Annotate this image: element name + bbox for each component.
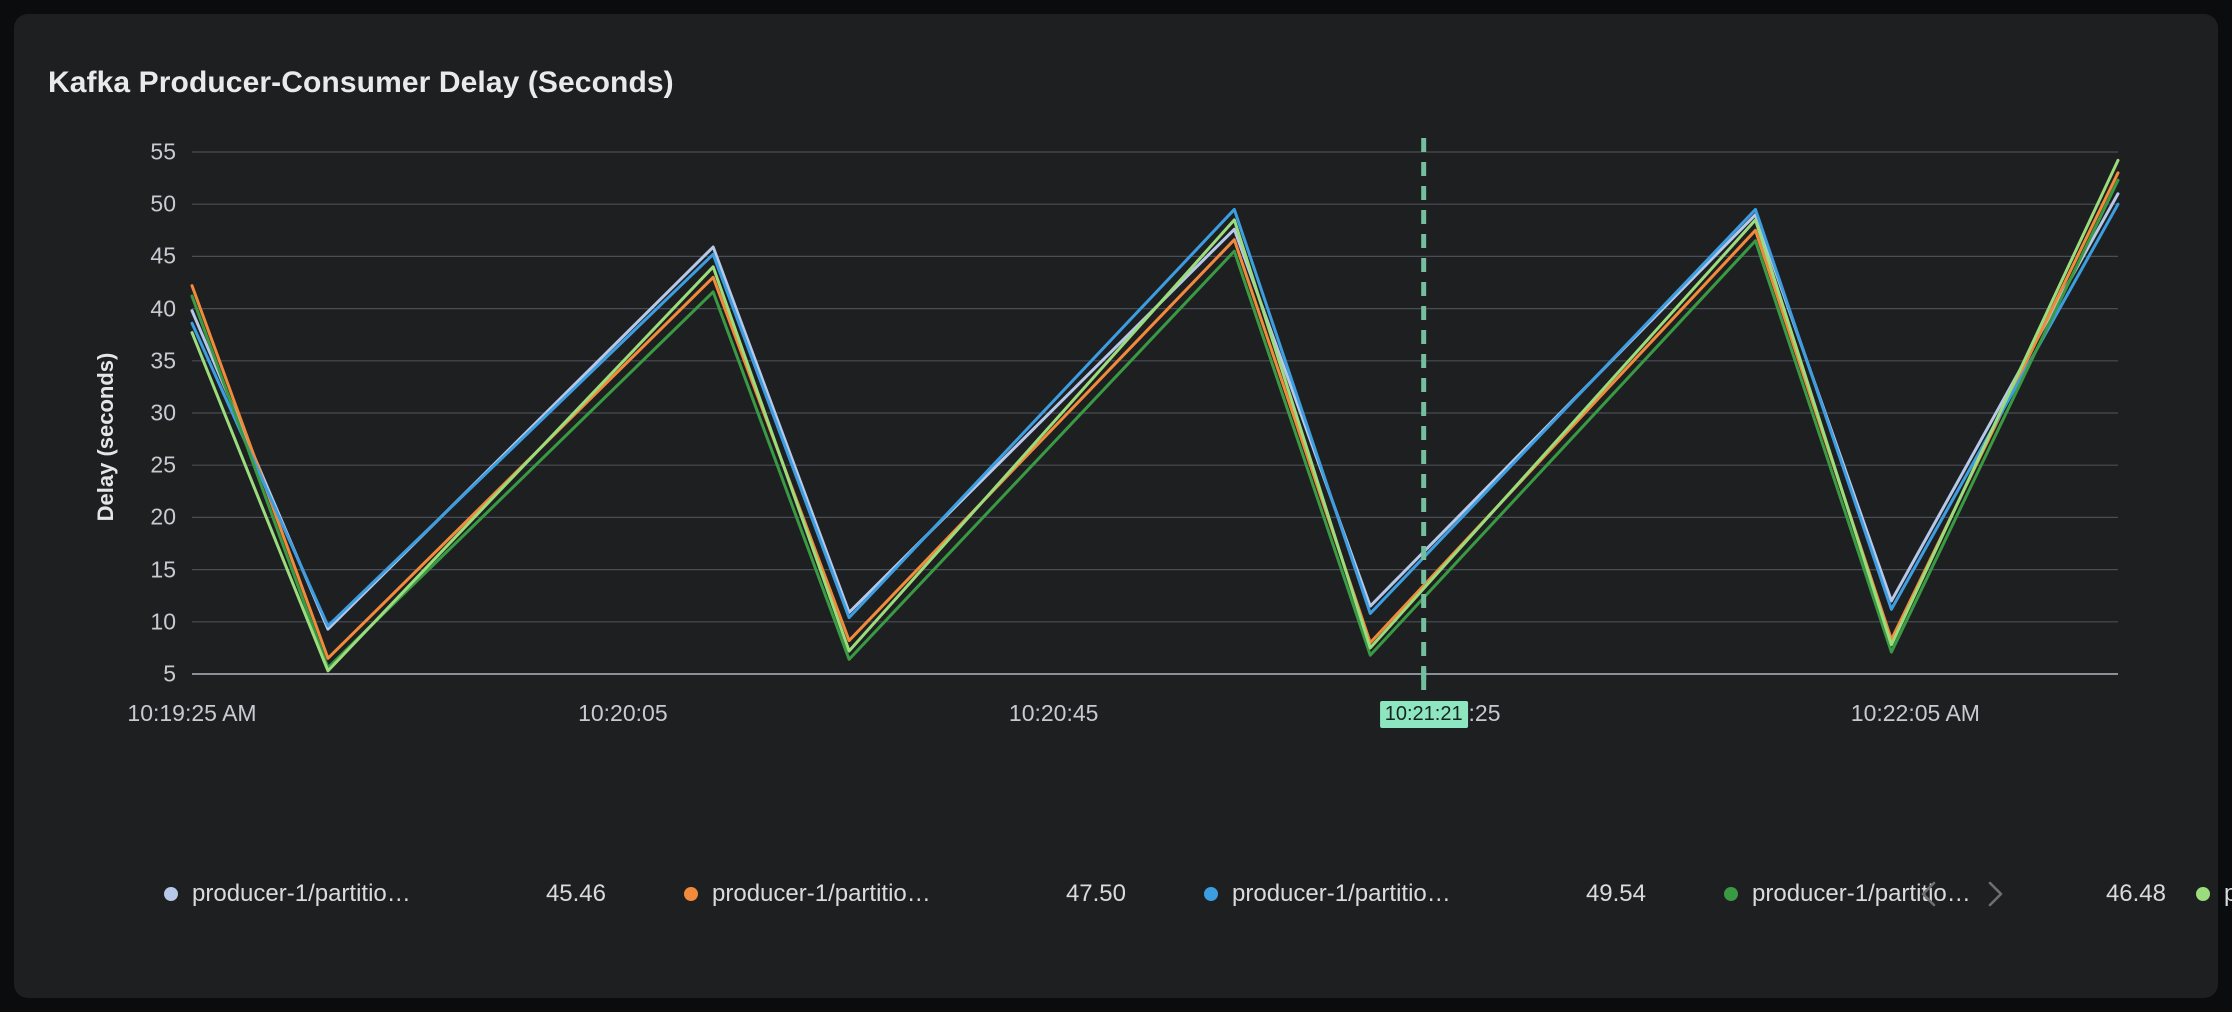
legend-color-dot bbox=[1724, 887, 1738, 901]
chevron-left-icon bbox=[1921, 881, 1936, 907]
x-axis-tick-label: :25 bbox=[1468, 700, 1501, 726]
series-line-4 bbox=[190, 158, 2120, 673]
legend-color-dot bbox=[2196, 887, 2210, 901]
y-axis-tick-label: 10 bbox=[150, 608, 176, 635]
plot-area[interactable]: Delay (seconds) 5 10 15 20 25 30 35 40 45 50 55 10… bbox=[14, 134, 2218, 834]
legend-item[interactable]: producer-1/partitio…48.52 bbox=[2196, 869, 2232, 919]
legend-series-name: producer-1/partitio… bbox=[2224, 880, 2232, 907]
legend-color-dot bbox=[1204, 887, 1218, 901]
chart-panel: Kafka Producer-Consumer Delay (Seconds) … bbox=[14, 14, 2232, 998]
legend-next-page-button[interactable] bbox=[1980, 877, 2010, 911]
legend-series-value: 49.54 bbox=[1585, 880, 1646, 907]
legend: producer-1/partitio… 45.46 producer-1/part… bbox=[14, 869, 2232, 979]
legend-color-dot bbox=[164, 887, 178, 901]
y-axis-tick-label: 15 bbox=[150, 556, 176, 583]
y-axis-tick-label: 45 bbox=[150, 242, 176, 269]
x-axis-tick-label: 10:20:45 bbox=[1008, 700, 1099, 726]
series-line-1 bbox=[190, 171, 2120, 660]
chart-svg[interactable] bbox=[14, 134, 2218, 834]
legend-series-value: 47.50 bbox=[1065, 880, 1126, 907]
legend-series-name: producer-1/partitio… bbox=[1232, 880, 1451, 907]
legend-item[interactable]: producer-1/partitio… 49.54 bbox=[1204, 869, 1694, 919]
x-axis-tick-label: 10:22:05 AM bbox=[1850, 700, 1980, 726]
legend-prev-page-button[interactable] bbox=[1914, 877, 1944, 911]
y-axis-tick-label: 20 bbox=[150, 503, 176, 530]
series-line-2 bbox=[190, 202, 2120, 628]
y-axis-tick-label: 30 bbox=[150, 399, 176, 426]
x-axis-tick-label: 10:19:25 AM bbox=[127, 700, 257, 726]
cursor-time-label: 10:21:21 bbox=[1379, 701, 1468, 728]
legend-series-value: 46.48 bbox=[2105, 880, 2166, 907]
y-axis-tick-label: 50 bbox=[150, 190, 176, 217]
chevron-right-icon bbox=[1988, 881, 2003, 907]
y-axis-tick-label: 5 bbox=[163, 660, 176, 687]
series-line-3 bbox=[190, 178, 2120, 670]
series-line-0 bbox=[190, 192, 2120, 631]
legend-series-value: 45.46 bbox=[545, 880, 606, 907]
y-axis-tick-label: 35 bbox=[150, 347, 176, 374]
legend-color-dot bbox=[684, 887, 698, 901]
legend-series-name: producer-1/partitio… bbox=[712, 880, 931, 907]
y-axis-tick-label: 55 bbox=[150, 138, 176, 165]
legend-item[interactable]: producer-1/partitio… 47.50 bbox=[684, 869, 1174, 919]
legend-series-name: producer-1/partitio… bbox=[192, 880, 411, 907]
legend-pagination bbox=[1914, 877, 2010, 911]
x-axis-tick-label: 10:20:05 bbox=[578, 700, 668, 726]
legend-item[interactable]: producer-1/partitio… 45.46 bbox=[164, 869, 654, 919]
y-axis-tick-label: 40 bbox=[150, 295, 176, 322]
page-title: Kafka Producer-Consumer Delay (Seconds) bbox=[48, 66, 674, 99]
y-axis-tick-label: 25 bbox=[150, 451, 176, 478]
